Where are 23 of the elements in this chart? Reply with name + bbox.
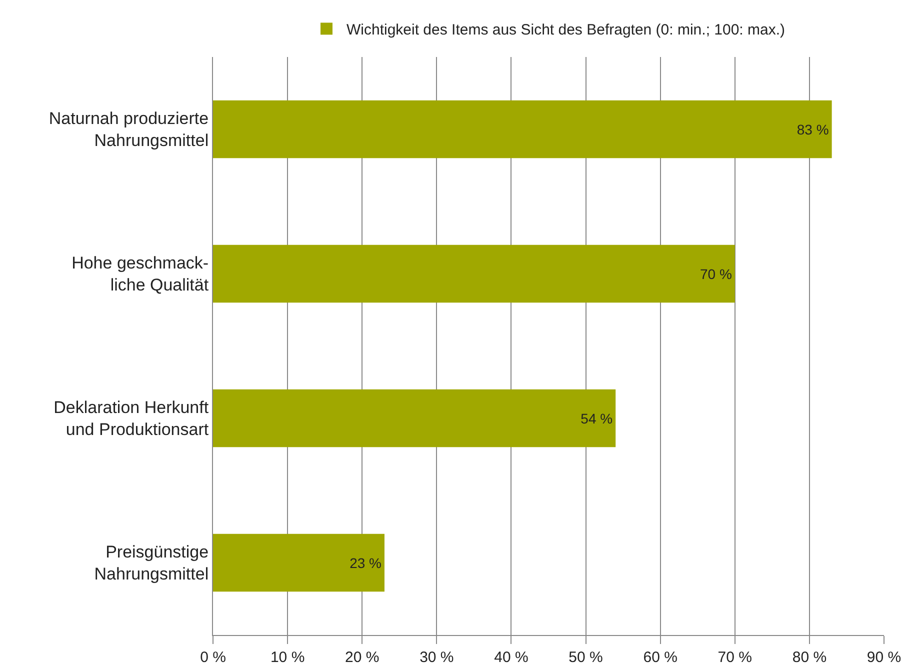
x-tick-label: 0 % (200, 649, 226, 666)
x-tick-label: 30 % (420, 649, 454, 666)
y-tick-label: Hohe geschmack- liche Qualität (72, 254, 209, 295)
y-tick-label: Naturnah produzierte Nahrungsmittel (48, 109, 209, 150)
y-tick-label: Deklaration Herkunft und Produktionsart (54, 398, 209, 440)
data-label: 70 % (700, 266, 732, 282)
bar (213, 244, 735, 303)
data-label: 23 % (350, 554, 382, 571)
x-tick-label: 40 % (494, 649, 528, 666)
x-tick-label: 20 % (345, 649, 380, 666)
data-label: 83 % (796, 121, 829, 138)
x-tick-label: 60 % (643, 649, 678, 666)
legend-label: Wichtigkeit des Items aus Sicht des Befragten (0: min.; 100: max.) (346, 22, 786, 39)
bar (213, 534, 384, 592)
x-tick-label: 50 % (568, 649, 603, 666)
bar (213, 100, 832, 158)
bar (213, 389, 616, 448)
x-tick-label: 90 % (866, 649, 902, 666)
x-tick-label: 80 % (792, 649, 827, 666)
x-tick-label: 70 % (718, 649, 752, 666)
x-tick-label: 10 % (270, 649, 305, 666)
data-label: 54 % (580, 410, 613, 426)
y-tick-label: Preisgünstige Nahrungsmittel (94, 542, 209, 584)
